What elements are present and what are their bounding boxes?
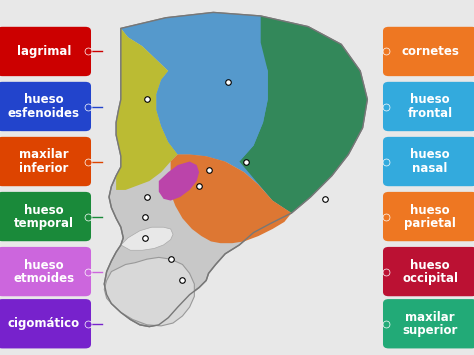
Text: cornetes: cornetes bbox=[401, 45, 459, 58]
FancyBboxPatch shape bbox=[0, 27, 91, 76]
Text: cigomático: cigomático bbox=[8, 317, 80, 330]
FancyBboxPatch shape bbox=[0, 247, 91, 296]
Polygon shape bbox=[121, 227, 173, 250]
Text: nasal: nasal bbox=[412, 162, 448, 175]
FancyBboxPatch shape bbox=[383, 27, 474, 76]
FancyBboxPatch shape bbox=[0, 137, 91, 186]
Text: hueso: hueso bbox=[410, 148, 450, 162]
Text: etmoides: etmoides bbox=[13, 272, 74, 285]
Polygon shape bbox=[159, 162, 199, 201]
Polygon shape bbox=[239, 16, 367, 213]
Polygon shape bbox=[171, 154, 292, 243]
Text: inferior: inferior bbox=[19, 162, 69, 175]
Text: occipital: occipital bbox=[402, 272, 458, 285]
FancyBboxPatch shape bbox=[0, 299, 91, 349]
FancyBboxPatch shape bbox=[383, 192, 474, 241]
Polygon shape bbox=[104, 12, 367, 327]
Text: lagrimal: lagrimal bbox=[17, 45, 71, 58]
Text: hueso: hueso bbox=[410, 93, 450, 106]
Text: maxilar: maxilar bbox=[405, 311, 455, 324]
Text: hueso: hueso bbox=[24, 258, 64, 272]
Text: hueso: hueso bbox=[410, 203, 450, 217]
Polygon shape bbox=[156, 48, 268, 162]
Polygon shape bbox=[104, 257, 194, 326]
Text: superior: superior bbox=[402, 324, 458, 337]
Text: esfenoides: esfenoides bbox=[8, 106, 80, 120]
Text: hueso: hueso bbox=[24, 93, 64, 106]
Polygon shape bbox=[116, 28, 178, 190]
Text: parietal: parietal bbox=[404, 217, 456, 230]
FancyBboxPatch shape bbox=[383, 137, 474, 186]
FancyBboxPatch shape bbox=[383, 247, 474, 296]
Text: temporal: temporal bbox=[14, 217, 74, 230]
Polygon shape bbox=[121, 12, 367, 213]
Text: hueso: hueso bbox=[24, 203, 64, 217]
Text: frontal: frontal bbox=[408, 106, 453, 120]
FancyBboxPatch shape bbox=[383, 299, 474, 349]
Text: maxilar: maxilar bbox=[19, 148, 69, 162]
FancyBboxPatch shape bbox=[383, 82, 474, 131]
FancyBboxPatch shape bbox=[0, 192, 91, 241]
FancyBboxPatch shape bbox=[0, 82, 91, 131]
Text: hueso: hueso bbox=[410, 258, 450, 272]
